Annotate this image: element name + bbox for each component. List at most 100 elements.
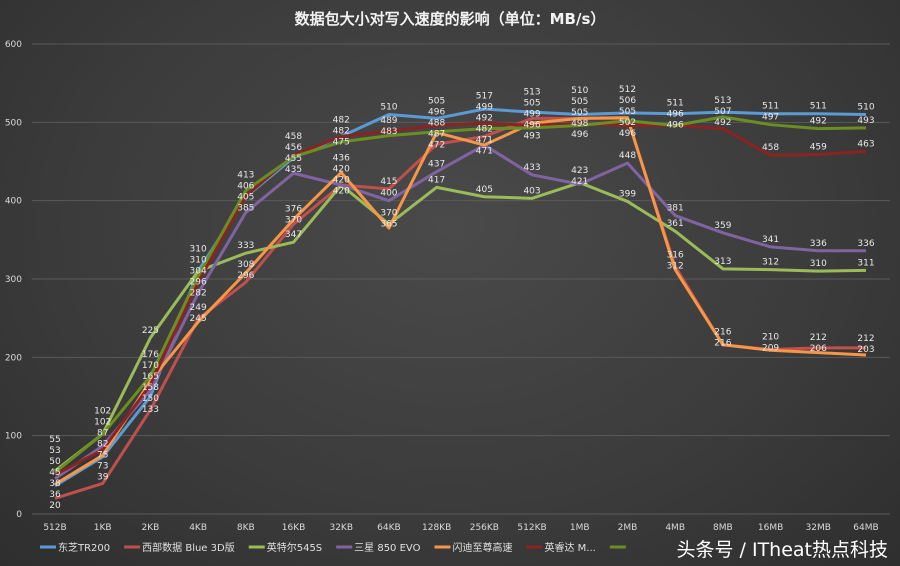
data-label: 312: [762, 258, 779, 268]
data-label: 216: [714, 338, 731, 348]
data-label: 73: [97, 461, 108, 471]
data-label: 471: [476, 147, 493, 157]
data-label: 455: [285, 154, 302, 164]
data-label: 87: [97, 428, 108, 438]
watermark: 头条号 / ITheat热点科技: [676, 539, 888, 561]
data-label: 203: [857, 345, 874, 355]
data-label: 417: [428, 175, 445, 185]
data-label: 511: [762, 102, 779, 112]
data-label: 496: [523, 120, 540, 130]
data-label: 82: [97, 439, 108, 449]
x-tick-label: 4MB: [665, 523, 685, 533]
legend-label: 闪迪至尊高速: [452, 541, 512, 554]
data-label: 499: [476, 103, 493, 113]
data-label: 133: [142, 405, 159, 415]
x-tick-label: 512KB: [517, 523, 546, 533]
legend-label: 英睿达 M...: [544, 541, 595, 554]
data-label: 498: [571, 119, 588, 129]
data-label: 39: [97, 472, 109, 482]
data-label: 165: [142, 372, 159, 382]
data-label: 20: [49, 501, 61, 511]
data-label: 245: [190, 314, 207, 324]
data-label: 489: [380, 116, 397, 126]
data-label: 150: [142, 394, 159, 404]
series-line: [54, 181, 867, 473]
y-tick-label: 500: [5, 118, 22, 128]
data-label: 482: [476, 125, 493, 135]
data-label: 359: [714, 221, 731, 231]
data-label: 405: [237, 192, 254, 202]
data-label: 513: [523, 87, 540, 97]
data-label: 399: [619, 189, 636, 199]
data-label: 492: [714, 118, 731, 128]
data-label: 436: [333, 153, 350, 163]
chart-title: 数据包大小对写入速度的影响（单位：MB/s）: [295, 10, 606, 28]
data-label: 510: [857, 103, 874, 113]
legend-label: 三星 850 EVO: [354, 542, 420, 554]
data-label: 492: [476, 114, 493, 124]
x-tick-label: 8MB: [713, 523, 733, 533]
data-label: 55: [49, 435, 60, 445]
data-label: 296: [190, 278, 207, 288]
x-tick-label: 4KB: [189, 523, 207, 533]
data-label: 420: [333, 186, 350, 196]
series-line: [54, 115, 867, 474]
data-label: 421: [571, 177, 588, 187]
data-label: 313: [714, 257, 731, 267]
legend-label: 东芝TR200: [58, 541, 110, 554]
data-label: 433: [523, 163, 540, 173]
data-label: 385: [237, 203, 254, 213]
data-label: 361: [667, 219, 684, 229]
data-label: 505: [571, 97, 588, 107]
data-label: 482: [333, 126, 350, 136]
data-label: 483: [380, 127, 397, 137]
data-label: 53: [49, 446, 60, 456]
data-label: 471: [476, 136, 493, 146]
data-label: 176: [142, 350, 159, 360]
data-label: 505: [523, 98, 540, 108]
data-label: 415: [380, 177, 397, 187]
data-label: 510: [571, 86, 588, 96]
x-tick-label: 128KB: [422, 523, 451, 533]
data-label: 225: [142, 326, 159, 336]
data-label: 336: [857, 239, 874, 249]
data-label: 420: [333, 175, 350, 185]
data-label: 296: [237, 271, 254, 281]
data-label: 400: [380, 189, 397, 199]
y-tick-label: 300: [5, 275, 22, 285]
data-label: 517: [476, 92, 493, 102]
data-label: 316: [667, 251, 684, 261]
data-label: 336: [810, 239, 827, 249]
y-tick-label: 600: [5, 40, 22, 50]
data-label: 310: [190, 245, 207, 255]
data-label: 506: [619, 96, 636, 106]
data-label: 347: [285, 230, 302, 240]
data-label: 50: [49, 457, 61, 467]
data-label: 304: [190, 267, 207, 277]
data-label: 513: [714, 96, 731, 106]
data-label: 456: [285, 143, 302, 153]
data-label: 102: [94, 406, 111, 416]
data-label: 448: [619, 151, 636, 161]
data-label: 370: [285, 215, 302, 225]
data-label: 102: [94, 417, 111, 427]
data-label: 463: [857, 139, 874, 149]
data-label: 499: [523, 109, 540, 119]
data-label: 458: [762, 143, 779, 153]
series-line: [54, 116, 867, 486]
x-tick-label: 64KB: [377, 523, 401, 533]
data-label: 333: [237, 241, 254, 251]
legend-label: 英特尔545S: [267, 541, 322, 554]
data-label: 209: [762, 343, 779, 353]
data-label: 511: [810, 102, 827, 112]
x-tick-label: 16MB: [758, 523, 783, 533]
series-line: [54, 107, 867, 488]
data-label: 365: [380, 220, 397, 230]
data-label: 38: [49, 479, 61, 489]
data-label: 493: [523, 131, 540, 141]
data-label: 216: [714, 327, 731, 337]
data-label: 437: [428, 160, 445, 170]
data-label: 512: [619, 85, 636, 95]
